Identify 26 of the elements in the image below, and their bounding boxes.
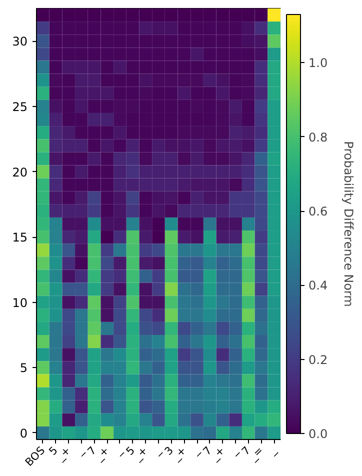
x-tick-label: 7 xyxy=(84,444,99,458)
color-bar-label: 0.2 xyxy=(308,352,328,367)
color-bar-label: 1.0 xyxy=(308,56,328,70)
x-tick-label: _ xyxy=(149,443,164,458)
x-tick-label: _ xyxy=(110,443,126,458)
y-tick-label: 25 xyxy=(12,100,28,114)
y-tick-label: 10 xyxy=(12,296,28,310)
x-tick-label: 3 xyxy=(162,444,176,458)
x-tick-label: _ xyxy=(265,443,280,458)
x-tick-label: 7 xyxy=(200,444,214,458)
color-bar-label: 0.8 xyxy=(308,130,328,144)
color-bar-label: 0.0 xyxy=(308,427,328,441)
color-bar-title: Probability Difference Norm xyxy=(342,141,356,307)
y-tick-label: 5 xyxy=(20,361,28,376)
y-tick-label: 0 xyxy=(20,426,28,440)
x-tick-label: 5 xyxy=(46,444,60,458)
x-tick-label: _ xyxy=(226,443,241,458)
color-bar-label: 0.6 xyxy=(308,204,328,219)
color-bar-label: 0.4 xyxy=(308,278,328,293)
x-tick-label: 7 xyxy=(239,444,253,458)
y-tick-label: 15 xyxy=(12,230,28,245)
y-tick-label: 30 xyxy=(12,34,28,49)
x-tick-label: _ xyxy=(188,443,202,458)
x-tick-label: _ xyxy=(72,443,87,458)
x-tick-label: 5 xyxy=(123,444,138,458)
y-tick-label: 20 xyxy=(12,165,28,180)
